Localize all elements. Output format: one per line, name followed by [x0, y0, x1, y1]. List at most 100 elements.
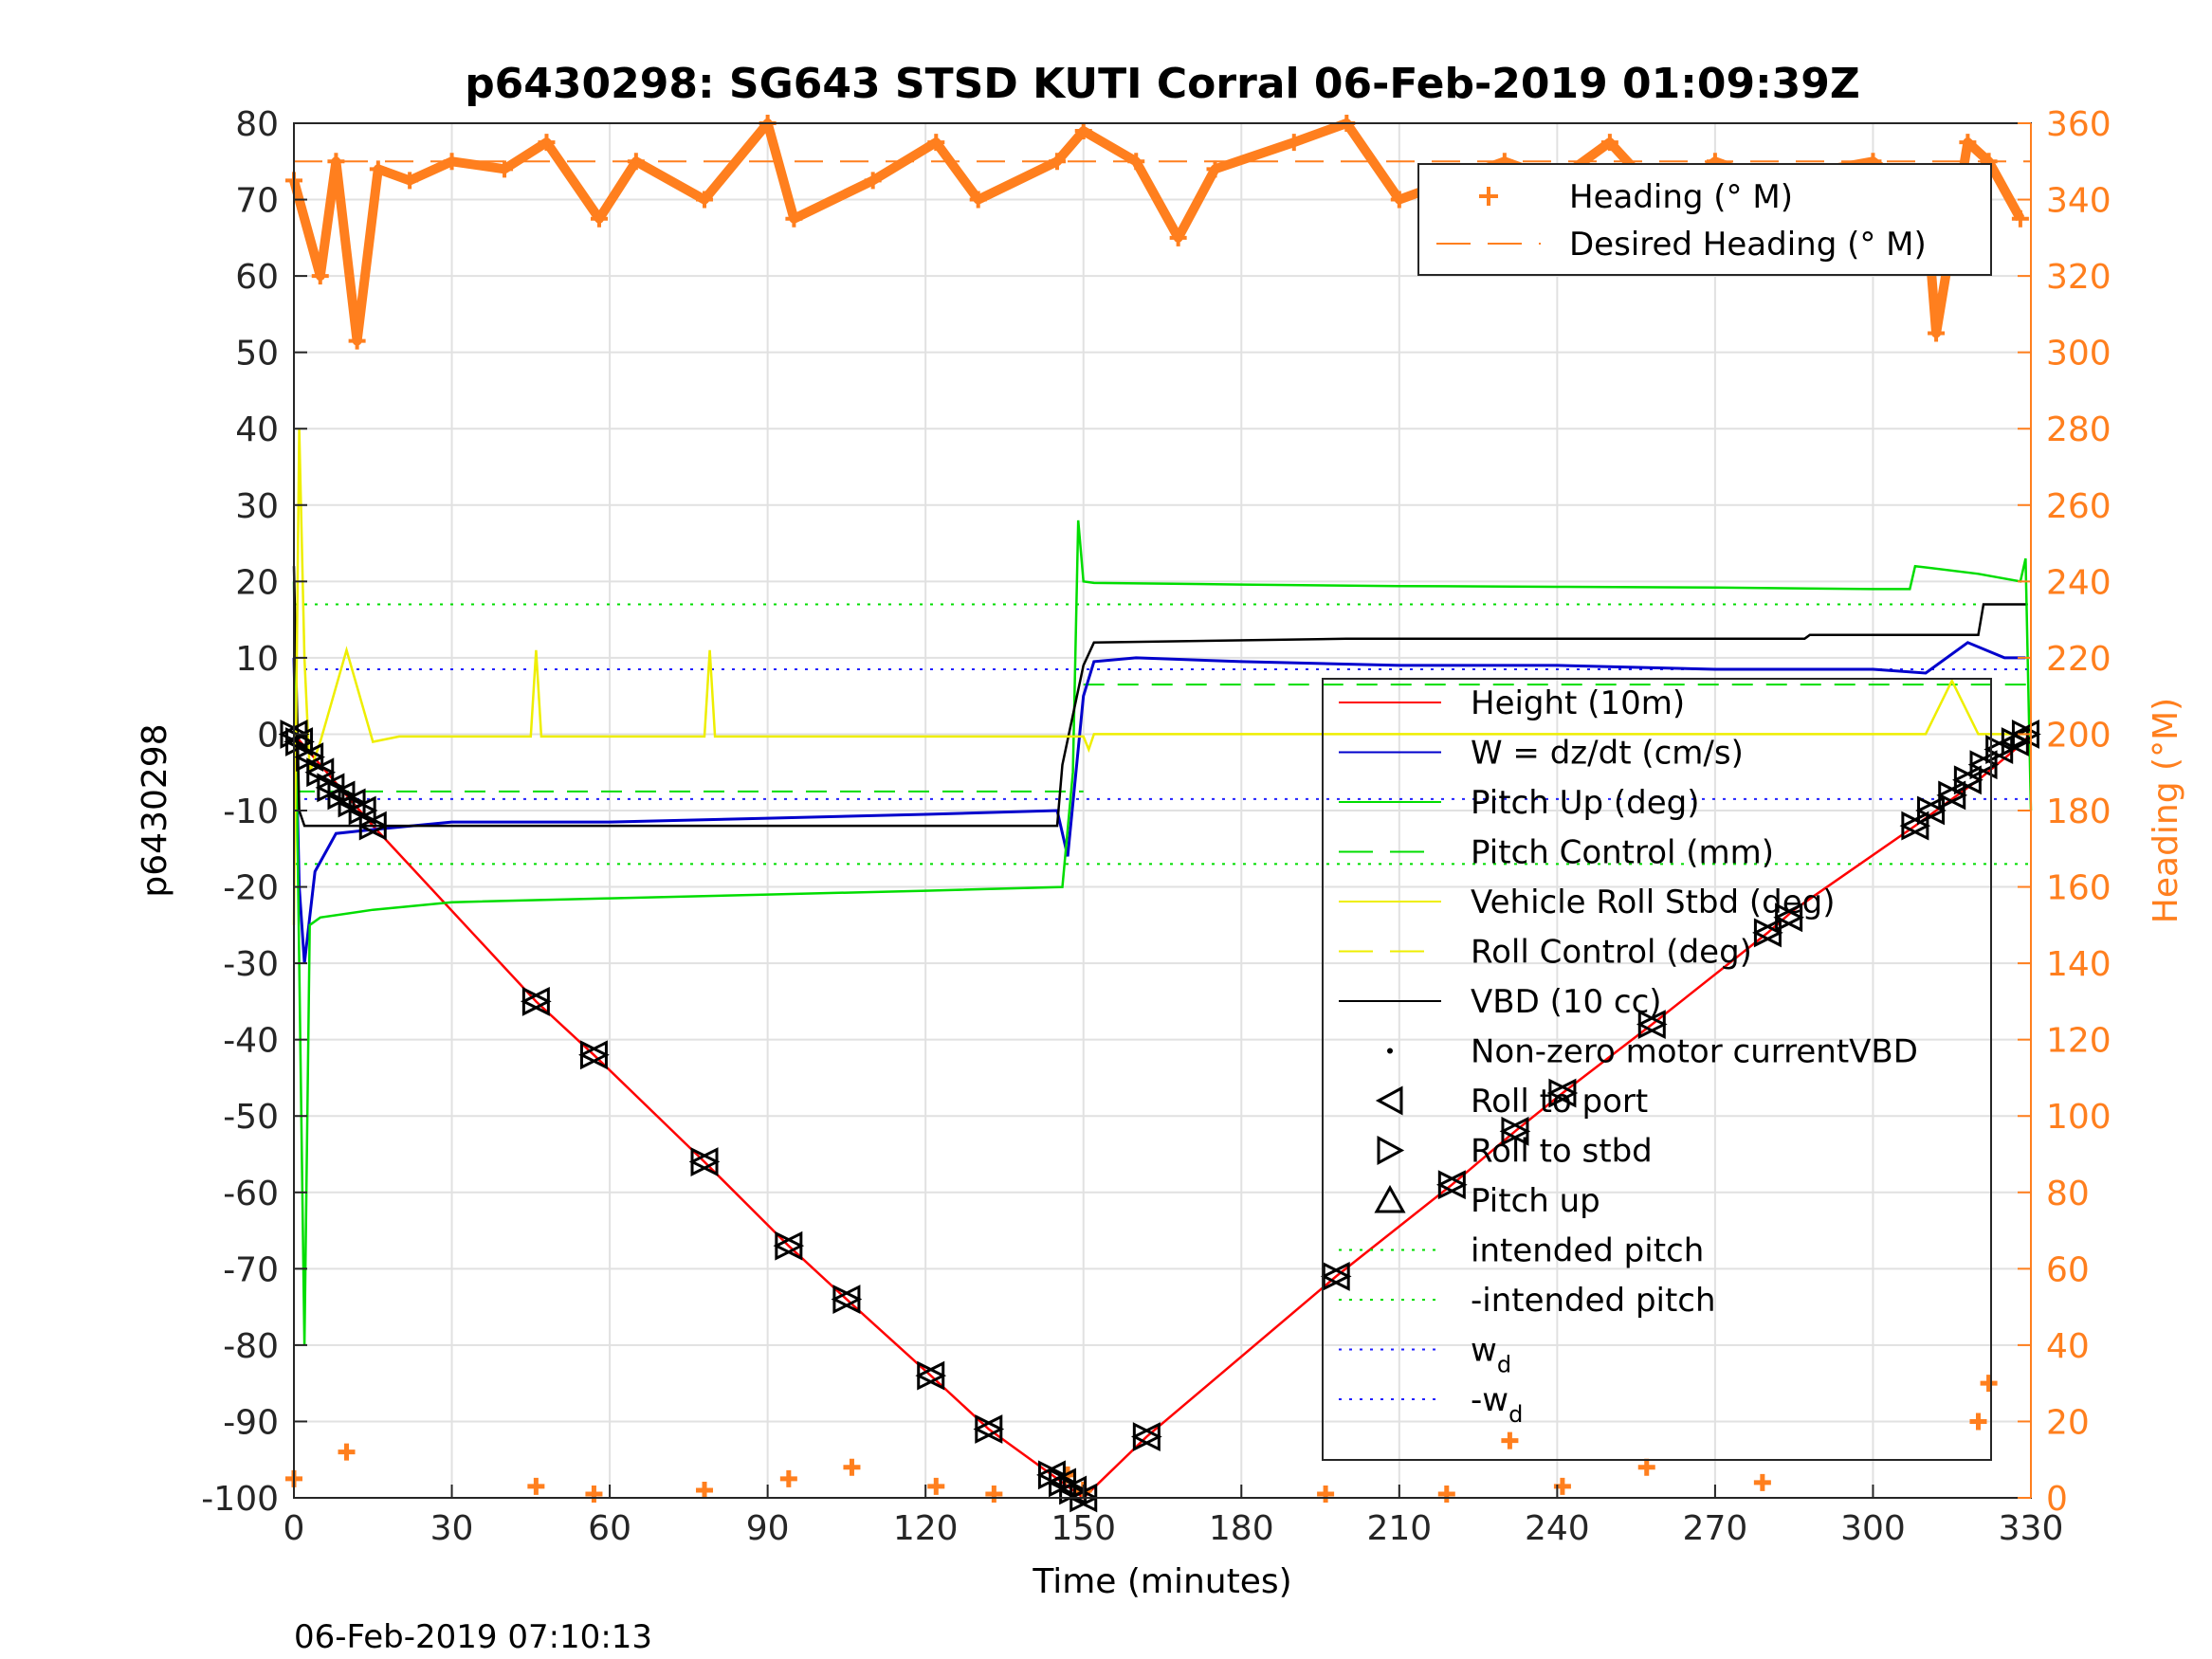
roll-stbd-marker [296, 742, 326, 773]
y2-tick-label: 220 [2046, 640, 2111, 679]
y-tick-label: -70 [223, 1250, 279, 1289]
legend-main-box [1322, 678, 1992, 1461]
heading-point [1753, 1473, 1771, 1491]
legend-label: Desired Heading (° M) [1569, 226, 1927, 264]
chart-title: p6430298: SG643 STSD KUTI Corral 06-Feb-… [465, 60, 1860, 108]
x-tick-label: 270 [1683, 1509, 1748, 1548]
legend-label: Roll to stbd [1471, 1133, 1653, 1171]
roll-pitch-marker [1899, 811, 1931, 841]
series-line [292, 428, 2031, 925]
heading-point [696, 1481, 714, 1499]
roll-stbd-marker [1132, 1422, 1162, 1451]
legend-label: W = dz/dt (cm/s) [1471, 735, 1744, 773]
roll-pitch-marker [973, 1414, 1005, 1444]
roll-stbd-marker [1322, 1261, 1352, 1291]
roll-pitch-marker [356, 811, 389, 841]
y2-tick-label: 300 [2046, 335, 2111, 374]
heading-point [969, 191, 987, 209]
roll-pitch-marker [1967, 750, 2000, 780]
legend-main: Height (10m) W = dz/dt (cm/s) Pitch Up (de… [1322, 678, 1992, 1461]
roll-pitch-marker [283, 727, 315, 757]
heading-point [1980, 1375, 1998, 1393]
y-tick-label: 10 [235, 640, 279, 679]
x-tick-label: 180 [1209, 1509, 1274, 1548]
y2-tick-label: 200 [2046, 716, 2111, 755]
heading-point [338, 1443, 356, 1461]
roll-pitch-marker [1546, 1078, 1579, 1108]
x-tick-label: 210 [1366, 1509, 1432, 1548]
heading-point [1206, 160, 1224, 178]
heading-point [785, 210, 803, 228]
roll-stbd-marker [1938, 780, 1968, 811]
roll-stbd-marker [1548, 1078, 1579, 1108]
roll-stbd-marker [975, 1414, 1005, 1444]
y2-axis-label: Heading (°M) [2147, 698, 2185, 923]
y-tick-label: -10 [223, 793, 279, 831]
roll-pitch-marker [1636, 1010, 1668, 1039]
heading-point [348, 332, 366, 350]
legend-label: Roll Control (deg) [1471, 934, 1752, 972]
roll-pitch-marker [521, 986, 552, 1016]
roll-pitch-marker [773, 1231, 805, 1261]
heading-point [1048, 153, 1066, 171]
heading-point [401, 172, 419, 190]
roll-stbd-marker [775, 1231, 805, 1261]
x-tick-label: 120 [893, 1509, 959, 1548]
roll-pitch-marker [2010, 720, 2041, 749]
legend-label: intended pitch [1471, 1232, 1704, 1270]
roll-stbd-marker [1901, 811, 1931, 841]
roll-pitch-marker [1499, 1116, 1531, 1146]
roll-stbd-marker [1637, 1010, 1668, 1039]
y-tick-label: -30 [223, 945, 279, 984]
roll-pitch-marker [688, 1147, 721, 1176]
heading-point [927, 1477, 945, 1495]
roll-pitch-marker [1936, 780, 1968, 811]
heading-point [369, 160, 387, 178]
y-tick-label: -40 [223, 1022, 279, 1061]
roll-pitch-marker [831, 1285, 863, 1314]
roll-pitch-marker [346, 795, 378, 826]
heading-point [864, 172, 882, 190]
roll-pitch-marker [1435, 1170, 1468, 1200]
legend-subscript: d [1508, 1401, 1523, 1428]
y-tick-label: 20 [235, 563, 279, 602]
y-tick-label: -50 [223, 1098, 279, 1137]
heading-point [1501, 1431, 1519, 1449]
x-tick-label: 0 [283, 1509, 305, 1548]
roll-stbd-marker [306, 757, 337, 788]
y2-tick-label: 0 [2046, 1480, 2068, 1519]
heading-point [311, 267, 329, 285]
y-tick-label: -100 [201, 1480, 279, 1519]
legend-heading-marker [1479, 187, 1498, 206]
roll-pitch-marker [1915, 795, 1947, 826]
y2-tick-label: 60 [2046, 1250, 2090, 1289]
roll-stbd-marker [521, 986, 552, 1016]
roll-stbd-marker [1753, 918, 1783, 948]
x-tick-label: 300 [1840, 1509, 1906, 1548]
roll-stbd-marker [917, 1360, 947, 1391]
y2-tick-label: 80 [2046, 1175, 2090, 1213]
tick-labels: 0 30 60 90 120 150 180 210 240 270 300 330807060504… [201, 105, 2111, 1548]
heading-point [1074, 122, 1092, 140]
y-tick-label: -80 [223, 1327, 279, 1366]
roll-stbd-marker [1917, 795, 1947, 826]
roll-stbd-marker [690, 1147, 721, 1176]
heading-point [1169, 228, 1187, 246]
heading-point [696, 191, 714, 209]
legend-label: Roll to port [1471, 1083, 1648, 1121]
heading-point [2011, 210, 2029, 228]
legend-swatch [1374, 1184, 1406, 1213]
heading-point [1317, 1485, 1335, 1503]
heading-point [527, 1477, 545, 1495]
legend-label: Heading (° M) [1569, 178, 1793, 216]
heading-point [585, 1485, 603, 1503]
reference-lines [294, 603, 2031, 866]
timestamp: 06-Feb-2019 07:10:13 [294, 1618, 652, 1656]
y2-tick-label: 40 [2046, 1327, 2090, 1366]
heading-point [1285, 134, 1303, 152]
legend-label: VBD (10 cc) [1471, 983, 1662, 1021]
legend-label: Pitch Up (deg) [1471, 784, 1699, 822]
roll-stbd-marker [358, 811, 389, 841]
roll-pitch-marker [1130, 1422, 1162, 1451]
y2-tick-label: 360 [2046, 105, 2111, 144]
